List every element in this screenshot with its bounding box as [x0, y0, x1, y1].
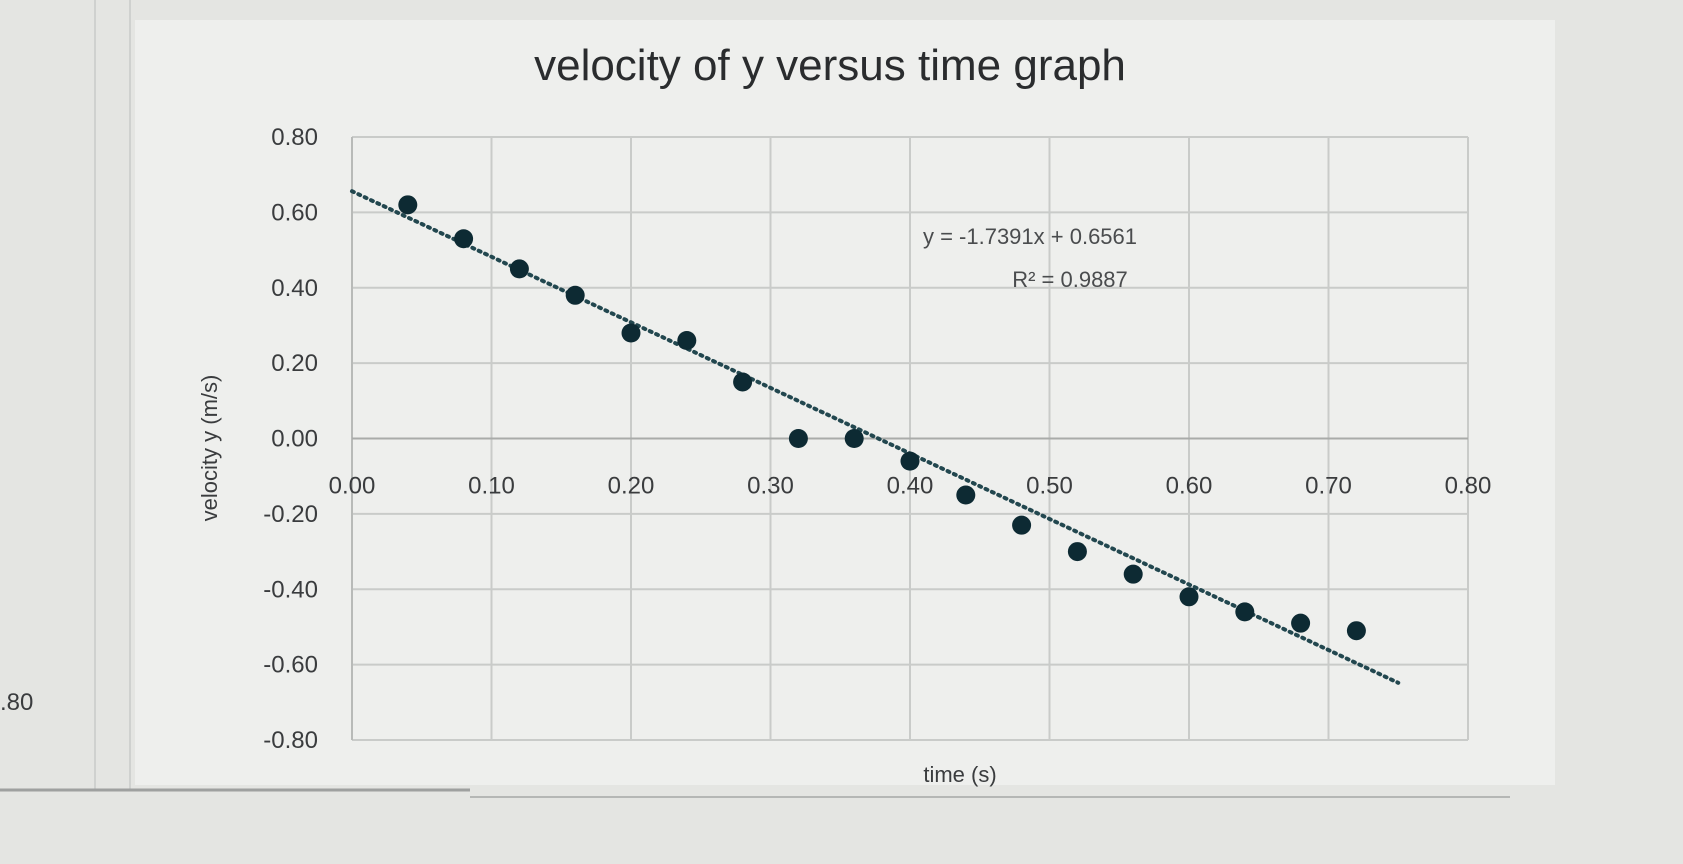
x-tick-label: 0.10: [468, 473, 515, 500]
y-axis-title: velocity y (m/s): [197, 375, 222, 522]
y-tick-labels: 0.80 0.60 0.40 0.20 0.00 -0.20 -0.40 -0.60 -0.80: [263, 124, 318, 754]
x-tick-label: 0.70: [1305, 473, 1352, 500]
data-point: [788, 429, 808, 448]
data-point: [1123, 564, 1143, 584]
data-point: [1012, 515, 1032, 535]
data-point: [1291, 613, 1311, 633]
data-point: [398, 195, 418, 215]
data-point: [1235, 602, 1255, 622]
x-tick-label: 0.80: [1445, 473, 1492, 500]
x-tick-labels: 0.00 0.10 0.20 0.30 0.40 0.50 0.60 0.70 0.80: [329, 473, 1492, 500]
data-point: [621, 323, 641, 343]
data-point: [1179, 587, 1199, 607]
y-tick-label: -0.20: [263, 501, 318, 528]
y-tick-label: 0.20: [271, 350, 318, 377]
data-point: [733, 372, 753, 392]
data-point: [844, 429, 864, 448]
r-squared-label: R² = 0.9887: [1012, 267, 1128, 292]
data-point: [454, 229, 474, 249]
data-point: [900, 451, 920, 471]
y-tick-label: 0.80: [271, 124, 318, 151]
trendline-equation: y = -1.7391x + 0.6561: [923, 224, 1137, 249]
axes: [351, 137, 1468, 740]
data-point: [1067, 542, 1087, 562]
data-point: [677, 331, 697, 351]
x-axis-title: time (s): [923, 762, 996, 787]
y-tick-label: 0.60: [271, 199, 318, 226]
y-tick-label: -0.40: [263, 576, 318, 603]
x-tick-label: 0.60: [1166, 473, 1213, 500]
chart-title: velocity of y versus time graph: [534, 41, 1126, 90]
stray-axis-label: .80: [0, 689, 33, 716]
data-point: [956, 485, 976, 505]
y-tick-label: 0.40: [271, 275, 318, 302]
x-tick-label: 0.20: [608, 473, 655, 500]
chart-area: [135, 20, 1555, 785]
data-point: [509, 259, 529, 279]
y-tick-label: 0.00: [271, 426, 318, 453]
x-tick-label: 0.00: [329, 473, 376, 500]
y-tick-label: -0.60: [263, 652, 318, 679]
y-tick-label: -0.80: [263, 727, 318, 754]
data-point: [565, 285, 585, 305]
data-points: [398, 195, 1366, 641]
x-tick-label: 0.50: [1026, 473, 1073, 500]
data-point: [1346, 621, 1366, 641]
x-tick-label: 0.40: [887, 473, 934, 500]
x-tick-label: 0.30: [747, 473, 794, 500]
